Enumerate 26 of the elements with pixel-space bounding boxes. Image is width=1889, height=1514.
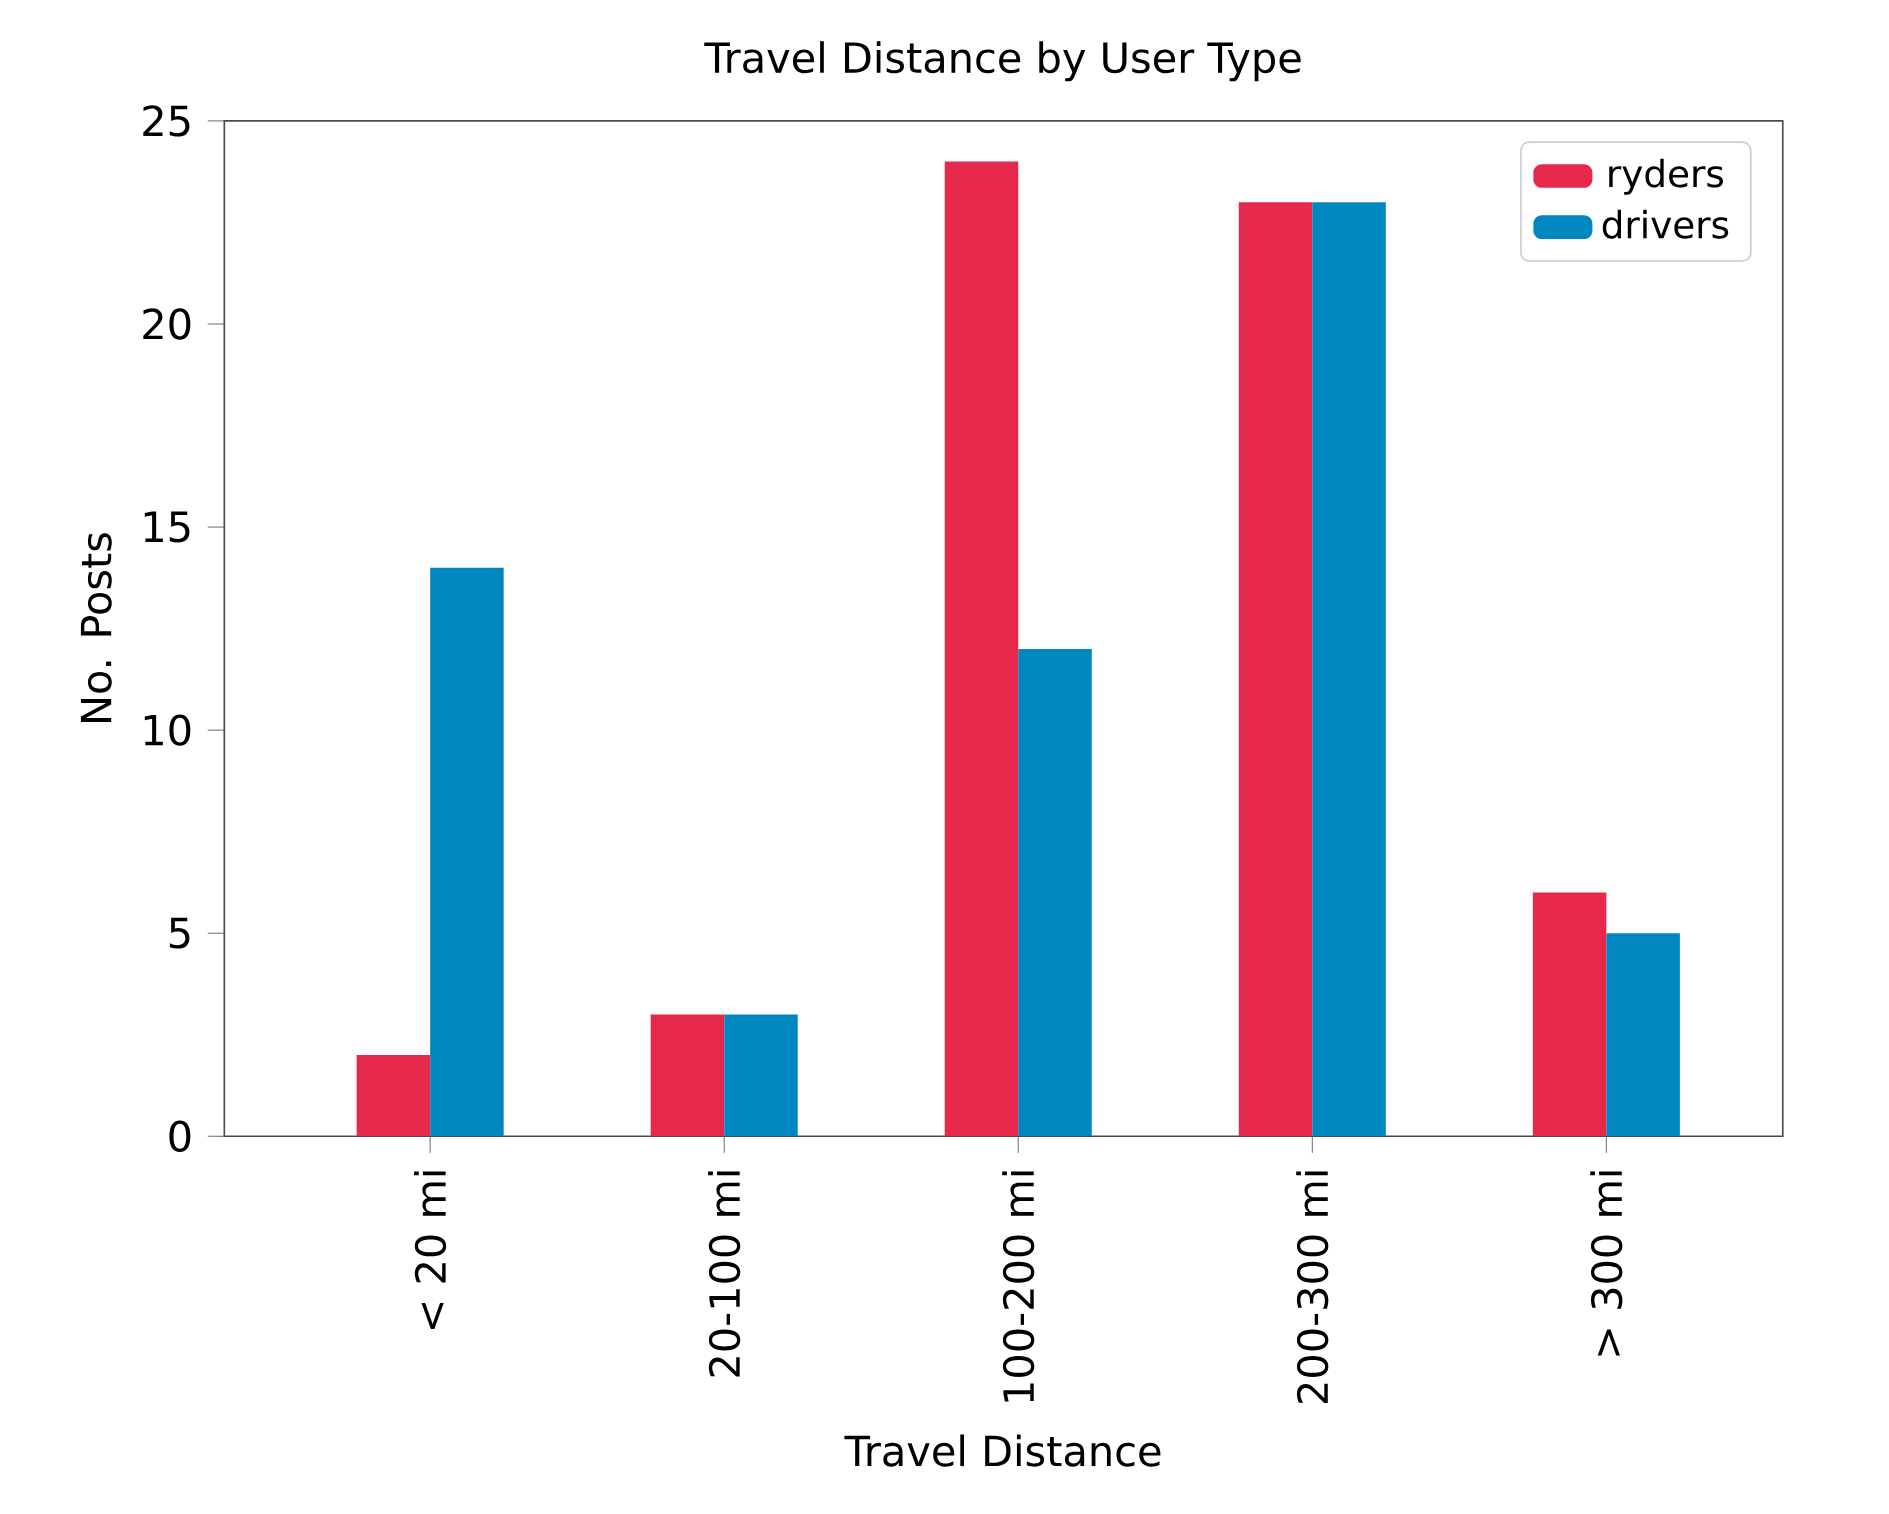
- y-axis-title: No. Posts: [80, 533, 112, 722]
- chart-title: Travel Distance by User Type: [704, 41, 1301, 82]
- bar: [1532, 892, 1607, 1137]
- y-tick-label: 5: [169, 917, 190, 949]
- x-tick-label: 100-200 mi: [1002, 1171, 1035, 1402]
- x-tick-label: 200-300 mi: [1296, 1171, 1329, 1403]
- x-tick-label: < 20 mi: [414, 1171, 447, 1329]
- x-axis-title: Travel Distance: [844, 1434, 1161, 1467]
- bar: [430, 567, 504, 1137]
- y-tick-label: 25: [143, 105, 190, 137]
- bar: [1606, 933, 1680, 1137]
- bar: [356, 1055, 431, 1137]
- legend-label: drivers: [1602, 209, 1729, 239]
- bar: [724, 1014, 798, 1137]
- legend-label: ryders: [1609, 158, 1724, 195]
- y-tick-label: 10: [144, 714, 191, 746]
- y-tick-label: 15: [144, 511, 190, 543]
- y-tick-label: 0: [169, 1120, 191, 1152]
- bar: [1312, 202, 1386, 1137]
- bar: [944, 161, 1019, 1137]
- bar: [1018, 648, 1092, 1137]
- y-tick-label: 20: [143, 308, 191, 340]
- x-tick-label: > 300 mi: [1590, 1171, 1623, 1356]
- bar: [650, 1014, 725, 1137]
- x-tick-label: 20-100 mi: [708, 1171, 741, 1377]
- bar: [1238, 202, 1313, 1137]
